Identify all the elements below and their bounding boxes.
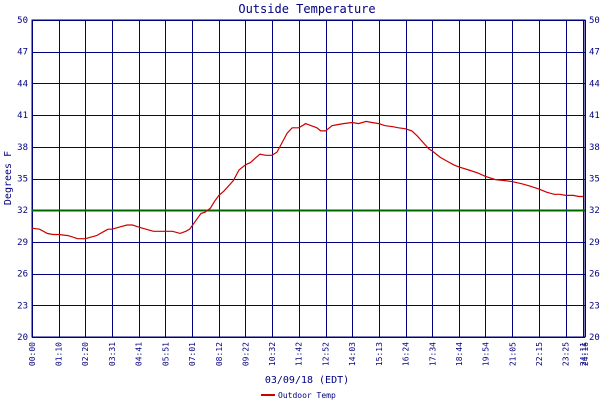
y-tick-label-right: 32 — [589, 206, 600, 216]
legend-label-outdoor-temp: Outdoor Temp — [278, 391, 336, 400]
y-tick-label: 41 — [17, 111, 28, 121]
x-tick-label: 18:44 — [455, 342, 464, 366]
x-axis-label: 03/09/18 (EDT) — [265, 375, 349, 386]
y-tick-label-right: 29 — [589, 238, 600, 248]
x-tick-label: 24:11 — [579, 342, 588, 366]
x-tick-label: 21:05 — [509, 342, 518, 366]
grid — [31, 19, 586, 338]
x-tick-label: 11:42 — [295, 342, 304, 366]
y-tick-label-right: 50 — [589, 16, 600, 26]
y-tick-labels-right: 20 23 26 29 32 35 38 41 44 47 50 — [589, 16, 600, 343]
y-tick-label-right: 41 — [589, 111, 600, 121]
x-tick-label: 19:54 — [482, 342, 491, 366]
y-tick-label: 47 — [17, 48, 28, 58]
y-axis-label: Degrees F — [3, 151, 14, 205]
x-tick-label: 15:13 — [375, 342, 384, 366]
x-tick-label: 04:41 — [135, 342, 144, 366]
x-tick-label: 14:03 — [348, 342, 357, 366]
x-tick-labels: 00:00 01:10 02:20 03:31 04:41 05:51 07:01 08:12… — [28, 342, 590, 366]
y-tick-labels-left: 20 23 26 29 32 35 38 41 44 47 50 — [17, 16, 28, 343]
y-tick-label: 23 — [17, 301, 28, 311]
x-tick-label: 03:31 — [108, 342, 117, 366]
x-tick-label: 22:15 — [535, 342, 544, 366]
y-tick-label-right: 44 — [589, 79, 600, 89]
series-layer — [31, 120, 584, 240]
x-tick-label: 16:24 — [402, 342, 411, 366]
x-tick-label: 24:16 — [581, 342, 590, 366]
y-tick-label-right: 38 — [589, 143, 600, 153]
x-tick-label: 07:01 — [188, 342, 197, 366]
x-tick-label: 23:25 — [562, 342, 571, 366]
x-tick-label: 02:20 — [81, 342, 90, 366]
y-tick-label: 29 — [17, 238, 28, 248]
x-tick-label: 00:00 — [28, 342, 37, 366]
chart-title: Outside Temperature — [238, 2, 375, 16]
x-tick-label: 05:51 — [161, 342, 170, 366]
series-line-outdoor-temp — [31, 120, 584, 240]
y-tick-label: 32 — [17, 206, 28, 216]
plot-frame — [31, 19, 586, 338]
y-tick-label-right: 23 — [589, 301, 600, 311]
y-tick-label-right: 20 — [589, 333, 600, 343]
x-tick-label: 08:12 — [215, 342, 224, 366]
x-tick-label: 09:22 — [242, 342, 251, 366]
y-tick-label-right: 26 — [589, 270, 600, 280]
y-tick-label-right: 35 — [589, 175, 600, 185]
x-tick-label: 17:34 — [428, 342, 437, 366]
y-tick-label: 20 — [17, 333, 28, 343]
x-tick-label: 10:32 — [268, 342, 277, 366]
x-tick-label: 01:10 — [55, 342, 64, 366]
legend: Outdoor Temp — [261, 391, 336, 400]
y-tick-label: 35 — [17, 175, 28, 185]
y-tick-label: 44 — [17, 79, 28, 89]
y-tick-label: 38 — [17, 143, 28, 153]
x-tick-label: 12:52 — [322, 342, 331, 366]
y-tick-label: 50 — [17, 16, 28, 26]
y-tick-label: 26 — [17, 270, 28, 280]
y-tick-label-right: 47 — [589, 48, 600, 58]
